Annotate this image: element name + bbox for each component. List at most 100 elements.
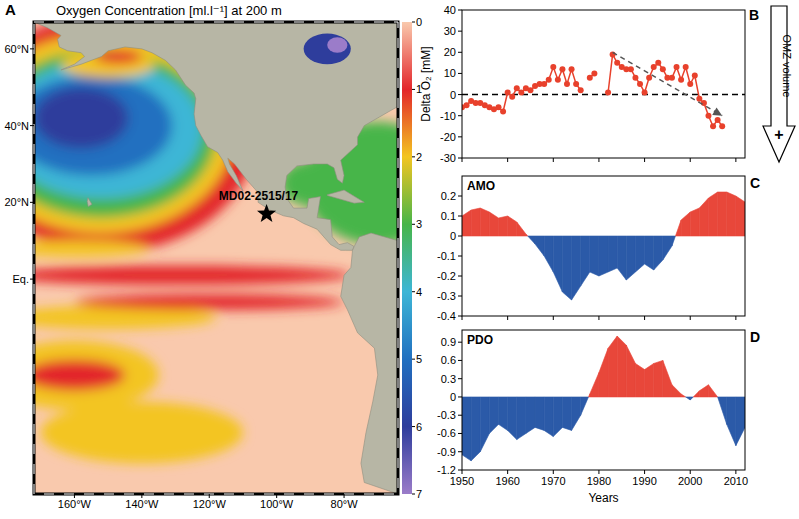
data-point	[505, 89, 511, 95]
x-tick-label: 1990	[632, 475, 656, 487]
y-tick-label: -0.3	[437, 290, 456, 302]
colorbar-tick	[412, 426, 415, 427]
x-tick	[598, 158, 599, 162]
y-tick-label: -0.4	[437, 310, 456, 322]
y-tick-label: 10	[444, 67, 456, 79]
area-piece	[553, 397, 562, 437]
x-tick	[644, 158, 645, 162]
y-tick-label: 0.6	[441, 354, 456, 366]
data-point	[669, 75, 675, 81]
y-tick-label: 20	[444, 46, 456, 58]
area-piece	[672, 236, 676, 246]
ocean	[34, 22, 398, 494]
area-piece	[599, 348, 608, 397]
area-piece	[708, 385, 717, 397]
area-piece	[693, 391, 699, 397]
plot-area	[462, 51, 745, 129]
y-tick	[458, 196, 462, 197]
area-piece	[675, 220, 681, 236]
area-piece	[553, 236, 562, 292]
data-point	[564, 81, 570, 87]
y-tick-label: 40°N	[4, 120, 29, 132]
area-piece	[727, 397, 736, 446]
panel-title: AMO	[467, 179, 495, 193]
area-piece	[489, 397, 498, 434]
area-piece	[718, 397, 727, 424]
data-point	[715, 117, 721, 123]
area-piece	[508, 216, 517, 236]
area-piece	[517, 222, 526, 236]
colorbar-label: 5	[416, 353, 422, 365]
panel-letter: C	[750, 175, 760, 191]
x-tick	[690, 470, 691, 474]
area-piece	[480, 208, 489, 236]
area-piece	[535, 397, 544, 430]
y-tick-label: 0	[450, 89, 456, 101]
y-tick	[458, 342, 462, 343]
y-tick	[458, 256, 462, 257]
x-tick	[644, 316, 645, 320]
x-tick	[735, 316, 736, 320]
x-tick	[553, 470, 554, 474]
area-piece	[535, 236, 544, 256]
annotation: OMZ volume	[781, 35, 793, 98]
data-point	[496, 104, 502, 110]
y-tick-label: 40	[444, 4, 456, 16]
y-tick	[458, 52, 462, 53]
area-piece	[572, 397, 581, 430]
x-tick-label: 80°W	[331, 498, 359, 510]
colorbar-label: 0	[416, 16, 422, 28]
data-point	[464, 102, 470, 108]
area-piece	[645, 236, 654, 270]
x-tick-label: 1950	[450, 475, 474, 487]
y-tick	[458, 433, 462, 434]
y-tick-label: 0.2	[441, 190, 456, 202]
area-piece	[590, 236, 599, 276]
data-point	[500, 108, 506, 114]
data-point	[555, 77, 561, 83]
annotation: +	[774, 126, 783, 143]
reference-line	[462, 94, 745, 96]
colorbar-label: 7	[416, 488, 422, 500]
y-tick-label: 0	[450, 391, 456, 403]
area-piece	[489, 212, 498, 236]
area-piece	[499, 397, 508, 430]
y-tick	[458, 216, 462, 217]
data-point	[541, 81, 547, 87]
colorbar-tick	[412, 89, 415, 90]
y-tick	[458, 316, 462, 317]
colorbar-tick	[412, 291, 415, 292]
y-tick	[458, 236, 462, 237]
area-piece	[471, 208, 480, 236]
y-tick	[458, 296, 462, 297]
x-tick	[553, 316, 554, 320]
oxygen-blob	[34, 240, 149, 257]
panel-letter: D	[750, 329, 760, 345]
y-tick-label: -0.2	[437, 270, 456, 282]
area-piece	[462, 397, 471, 461]
area-piece	[663, 360, 672, 397]
x-tick-label: 100°W	[260, 498, 294, 510]
panel-letter: A	[5, 1, 16, 18]
data-point	[678, 77, 684, 83]
land	[87, 198, 92, 207]
map-frame	[34, 22, 398, 494]
oxygen-blob	[34, 60, 203, 198]
x-tick-label: 160°W	[58, 498, 92, 510]
y-tick	[30, 48, 34, 49]
y-tick-label: -0.3	[437, 409, 456, 421]
colorbar-tick	[412, 22, 415, 23]
area-piece	[635, 363, 644, 396]
area-piece	[681, 212, 690, 236]
area-piece	[654, 236, 663, 270]
data-point	[710, 123, 716, 129]
y-tick	[458, 360, 462, 361]
area-piece	[635, 236, 644, 272]
data-point	[550, 64, 556, 70]
area-piece	[599, 236, 608, 276]
x-tick-label: 140°W	[125, 498, 159, 510]
y-tick	[30, 125, 34, 126]
area-piece	[608, 236, 617, 272]
y-tick	[30, 202, 34, 203]
x-tick	[690, 316, 691, 320]
